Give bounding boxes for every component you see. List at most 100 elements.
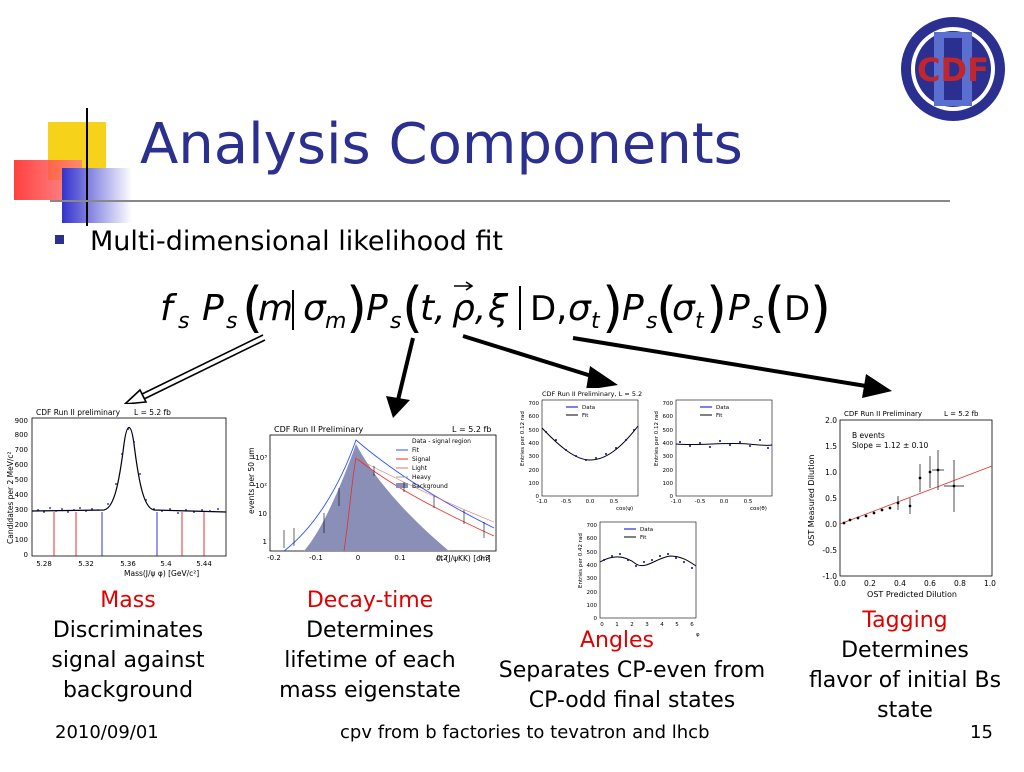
svg-text:Light: Light: [412, 465, 428, 472]
cdf-logo: CDF: [898, 14, 1008, 124]
svg-text:700: 700: [15, 446, 28, 454]
mass-fit-curve: [31, 426, 227, 513]
caption-tagging-line: state: [877, 698, 933, 723]
svg-text:0: 0: [356, 554, 360, 562]
caption-tagging-line: flavor of initial Bs: [808, 668, 1002, 693]
decay-heavy-curve: [355, 457, 495, 523]
caption-angles-line: Separates CP-even from: [498, 658, 766, 683]
slide-title: Analysis Components: [140, 112, 743, 177]
svg-text:σ: σ: [672, 288, 696, 329]
svg-text:200: 200: [15, 521, 28, 529]
decay-background-area: [304, 444, 449, 551]
svg-text:700: 700: [587, 523, 598, 529]
caption-mass-line: signal against: [51, 648, 205, 673]
svg-text:-0.5: -0.5: [561, 499, 572, 505]
svg-text:t,: t,: [420, 288, 446, 329]
svg-text:Background: Background: [412, 483, 448, 490]
svg-text:1: 1: [263, 538, 267, 546]
svg-text:1.0: 1.0: [825, 468, 837, 477]
svg-text:f: f: [160, 288, 178, 329]
svg-text:0: 0: [536, 494, 540, 500]
tagging-plot: CDF Run II Preliminary L = 5.2 fb OST Me…: [802, 406, 998, 602]
svg-text:0.5: 0.5: [744, 499, 753, 505]
caption-decay-line: lifetime of each: [284, 648, 456, 673]
svg-text:s: s: [646, 309, 657, 334]
decay-plot-ylabel: events per 50 μm: [247, 447, 256, 514]
footer-page-number: 15: [970, 722, 993, 743]
mass-plot-yticks: 0 100 200 300 400 500 600 700 800 900: [15, 417, 28, 559]
caption-mass: Mass Discriminates signal against backgr…: [28, 586, 228, 706]
decay-plot-xlabel: ct (J/ψKK) [cm]: [436, 554, 491, 563]
svg-text:): ): [810, 276, 831, 339]
svg-text:-1.0: -1.0: [822, 572, 837, 581]
tagging-plot-ylabel: OST Measured Dilution: [807, 455, 816, 546]
svg-text:(: (: [402, 276, 423, 339]
svg-text:ξ: ξ: [487, 288, 509, 329]
mass-plot-lumi: L = 5.2 fb: [134, 408, 171, 417]
svg-text:(: (: [764, 276, 785, 339]
caption-decay-time: Decay-time Determines lifetime of each m…: [265, 586, 475, 706]
svg-text:P: P: [366, 288, 388, 329]
svg-text:t: t: [591, 309, 601, 334]
svg-text:500: 500: [15, 476, 28, 484]
footer-date: 2010/09/01: [55, 722, 159, 743]
vertical-divider: [86, 108, 88, 226]
caption-mass-line: background: [62, 678, 194, 703]
caption-decay-heading: Decay-time: [306, 588, 434, 613]
svg-text:Entries per 0.42 rad: Entries per 0.42 rad: [578, 533, 584, 588]
svg-text:0.4: 0.4: [894, 579, 906, 588]
svg-text:300: 300: [663, 454, 674, 460]
decay-plot-header: CDF Run II Preliminary: [274, 425, 363, 434]
svg-text:-0.2: -0.2: [267, 554, 281, 562]
mass-plot-xticks: 5.28 5.32 5.36 5.4 5.44: [36, 560, 212, 568]
svg-text:Heavy: Heavy: [412, 474, 431, 481]
svg-text:Fit: Fit: [640, 535, 647, 541]
tagging-plot-header: CDF Run II Preliminary: [844, 410, 922, 418]
svg-text:100: 100: [663, 481, 674, 487]
caption-decay-line: mass eigenstate: [279, 678, 461, 703]
svg-text:cos(θ): cos(θ): [750, 506, 767, 512]
svg-text:500: 500: [587, 550, 598, 556]
svg-text:5: 5: [675, 622, 679, 628]
svg-text:Entries per 0.12 rad: Entries per 0.12 rad: [654, 411, 660, 466]
decay-time-plot: CDF Run II Preliminary L = 5.2 fb events…: [244, 418, 500, 570]
svg-text:0.5: 0.5: [825, 494, 837, 503]
decay-data-points: [283, 466, 485, 548]
caption-tagging: Tagging Determines flavor of initial Bs …: [800, 606, 1010, 726]
decay-fit-curve: [283, 439, 495, 552]
svg-text:10²: 10²: [255, 482, 267, 490]
svg-text:200: 200: [529, 468, 540, 474]
svg-text:0.0: 0.0: [720, 499, 729, 505]
svg-text:10³: 10³: [255, 454, 267, 462]
tagging-note-2: Slope = 1.12 ± 0.10: [852, 441, 929, 450]
svg-text:400: 400: [15, 491, 28, 499]
decay-plot-lumi: L = 5.2 fb: [452, 425, 491, 434]
svg-text:-1.0: -1.0: [671, 499, 682, 505]
caption-mass-heading: Mass: [100, 588, 156, 613]
svg-text:5.4: 5.4: [160, 560, 172, 568]
svg-text:0.8: 0.8: [954, 579, 966, 588]
svg-text:2: 2: [630, 622, 634, 628]
svg-text:φ: φ: [696, 632, 700, 638]
tagging-fit-line: [839, 465, 993, 525]
svg-text:100: 100: [15, 536, 28, 544]
svg-text:Fit: Fit: [412, 447, 420, 454]
svg-text:P: P: [728, 288, 750, 329]
decay-legend: Data - signal region Fit Signal Light He…: [396, 438, 471, 490]
svg-text:5.32: 5.32: [78, 560, 94, 568]
bullet-marker: [55, 235, 64, 244]
svg-text:0: 0: [24, 551, 28, 559]
svg-text:Data: Data: [640, 527, 653, 533]
svg-text:0.5: 0.5: [610, 499, 619, 505]
svg-text:700: 700: [529, 401, 540, 407]
tagging-plot-yticks: -1.0 -0.5 0.0 0.5 1.0 1.5 2.0: [822, 416, 837, 581]
svg-text:4: 4: [660, 622, 664, 628]
svg-text:σ: σ: [303, 288, 327, 329]
svg-text:Data: Data: [716, 405, 729, 411]
svg-text:10: 10: [258, 510, 267, 518]
svg-text:400: 400: [663, 441, 674, 447]
svg-text:): ): [706, 276, 727, 339]
svg-text:0: 0: [594, 616, 598, 622]
svg-text:400: 400: [587, 563, 598, 569]
svg-text:1: 1: [615, 622, 619, 628]
